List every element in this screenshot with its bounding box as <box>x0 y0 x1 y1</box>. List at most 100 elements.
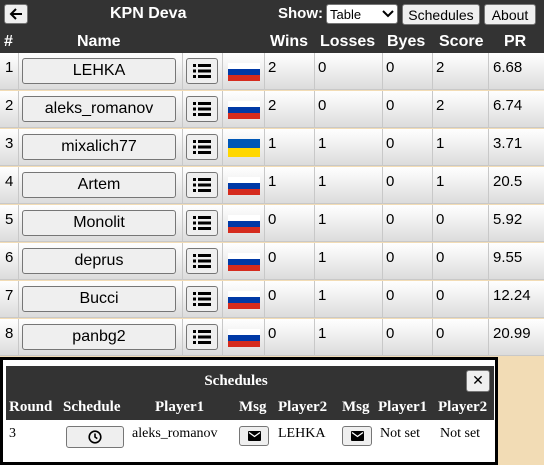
player-rank: 1 <box>5 59 14 76</box>
col-name: Name <box>77 33 121 50</box>
player-pr: 12.24 <box>493 287 531 304</box>
player-byes: 0 <box>386 325 395 342</box>
sched-player1: aleks_romanov <box>132 426 218 441</box>
column-divider <box>264 53 265 90</box>
schedules-button[interactable]: Schedules <box>402 4 480 25</box>
column-divider <box>182 129 183 166</box>
player-losses: 1 <box>318 211 327 228</box>
column-divider <box>432 243 433 280</box>
column-divider <box>264 91 265 128</box>
flag-stripe <box>228 63 260 69</box>
column-divider <box>382 281 383 318</box>
player-score: 0 <box>436 249 445 266</box>
column-divider <box>488 53 489 90</box>
column-divider <box>382 91 383 128</box>
column-divider <box>18 243 19 280</box>
player-menu-button[interactable] <box>186 210 218 236</box>
close-button[interactable]: ✕ <box>466 370 490 392</box>
col-losses: Losses <box>320 33 376 50</box>
player-rank: 8 <box>5 325 14 342</box>
flag-stripe <box>228 215 260 221</box>
flag-stripe <box>228 107 260 113</box>
column-divider <box>222 281 223 318</box>
app-title: KPN Deva <box>110 5 187 22</box>
player-score: 2 <box>436 59 445 76</box>
column-divider <box>264 205 265 242</box>
player-menu-button[interactable] <box>186 96 218 122</box>
column-divider <box>432 281 433 318</box>
player-score: 1 <box>436 135 445 152</box>
player-name-button[interactable]: Artem <box>22 172 176 198</box>
col-pr: PR <box>504 33 527 50</box>
col-wins: Wins <box>270 33 309 50</box>
show-select[interactable]: Table <box>326 4 398 24</box>
player-name-button[interactable]: panbg2 <box>22 324 176 350</box>
table-row: 5 Monolit 0 1 0 0 5.92 <box>0 205 544 242</box>
table-row: 3 mixalich77 1 1 0 1 3.71 <box>0 129 544 166</box>
column-divider <box>264 319 265 356</box>
player-rank: 2 <box>5 97 14 114</box>
player-byes: 0 <box>386 173 395 190</box>
player-menu-button[interactable] <box>186 58 218 84</box>
column-divider <box>18 91 19 128</box>
sched-col-player2-status: Player2 <box>438 399 488 415</box>
list-icon <box>193 330 211 344</box>
column-divider <box>488 319 489 356</box>
flag-stripe <box>228 227 260 233</box>
russia-flag-icon <box>228 215 260 233</box>
player-wins: 2 <box>268 97 277 114</box>
column-divider <box>432 129 433 166</box>
message-player1-button[interactable] <box>239 426 269 446</box>
column-divider <box>182 91 183 128</box>
player-rank: 6 <box>5 249 14 266</box>
russia-flag-icon <box>228 177 260 195</box>
table-row: 6 deprus 0 1 0 0 9.55 <box>0 243 544 280</box>
column-divider <box>314 281 315 318</box>
column-divider <box>432 205 433 242</box>
player-name-button[interactable]: mixalich77 <box>22 134 176 160</box>
player-menu-button[interactable] <box>186 172 218 198</box>
player-menu-button[interactable] <box>186 134 218 160</box>
flag-stripe <box>228 75 260 81</box>
column-divider <box>382 243 383 280</box>
column-divider <box>264 129 265 166</box>
column-divider <box>314 91 315 128</box>
player-menu-button[interactable] <box>186 248 218 274</box>
clock-icon <box>88 430 102 444</box>
column-divider <box>382 167 383 204</box>
player-score: 0 <box>436 287 445 304</box>
column-divider <box>488 243 489 280</box>
column-divider <box>222 319 223 356</box>
column-divider <box>314 129 315 166</box>
russia-flag-icon <box>228 63 260 81</box>
player-losses: 0 <box>318 59 327 76</box>
schedule-button[interactable] <box>66 426 124 448</box>
flag-stripe <box>228 221 260 227</box>
flag-stripe <box>228 335 260 341</box>
list-icon <box>193 102 211 116</box>
close-icon: ✕ <box>472 373 484 389</box>
player-name-button[interactable]: aleks_romanov <box>22 96 176 122</box>
about-button[interactable]: About <box>484 4 536 25</box>
player-name-button[interactable]: Monolit <box>22 210 176 236</box>
column-divider <box>182 53 183 90</box>
column-divider <box>222 205 223 242</box>
player-byes: 0 <box>386 249 395 266</box>
envelope-icon <box>350 431 364 441</box>
sched-col-schedule: Schedule <box>63 399 121 415</box>
flag-stripe <box>228 341 260 347</box>
player-name-button[interactable]: deprus <box>22 248 176 274</box>
player-menu-button[interactable] <box>186 286 218 312</box>
column-divider <box>432 319 433 356</box>
flag-stripe <box>228 265 260 271</box>
back-button[interactable] <box>4 4 28 24</box>
player-losses: 1 <box>318 249 327 266</box>
player-score: 1 <box>436 173 445 190</box>
player-name-button[interactable]: LEHKA <box>22 58 176 84</box>
column-divider <box>314 167 315 204</box>
player-wins: 0 <box>268 249 277 266</box>
player-name-button[interactable]: Bucci <box>22 286 176 312</box>
player-menu-button[interactable] <box>186 324 218 350</box>
russia-flag-icon <box>228 101 260 119</box>
message-player2-button[interactable] <box>342 426 372 446</box>
